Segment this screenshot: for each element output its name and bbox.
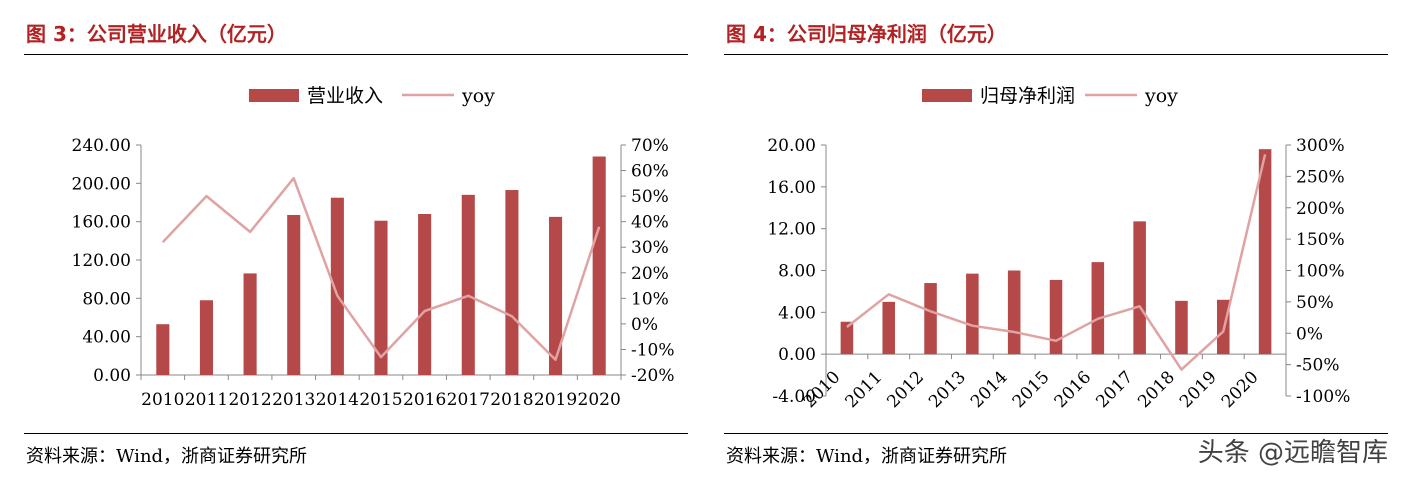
category-label: 2013 <box>925 367 970 412</box>
bar <box>1049 279 1063 355</box>
bar <box>505 190 519 375</box>
title-rule <box>24 54 688 55</box>
bar <box>592 156 606 375</box>
right-tick-label: 100% <box>1296 262 1345 282</box>
right-tick-label: 50% <box>631 187 669 207</box>
category-label: 2018 <box>1134 367 1179 412</box>
bar <box>1175 300 1188 355</box>
bar <box>156 324 170 375</box>
bar <box>966 273 979 355</box>
left-tick-label: 40.00 <box>82 328 131 348</box>
legend-line-label: yoy <box>1144 85 1178 107</box>
category-label: 2016 <box>1051 367 1096 412</box>
right-tick-label: -50% <box>1296 356 1340 376</box>
right-tick-label: 150% <box>1296 230 1345 250</box>
legend-line-label: yoy <box>461 85 495 107</box>
legend-bar-swatch <box>922 89 972 102</box>
bar <box>461 194 475 375</box>
category-label: 2020 <box>578 390 621 410</box>
left-tick-label: 120.00 <box>72 251 131 271</box>
bar <box>418 214 432 375</box>
left-tick-label: 4.00 <box>778 303 816 323</box>
bar <box>1133 221 1146 355</box>
right-tick-label: 0% <box>631 315 658 335</box>
left-tick-label: 20.00 <box>767 136 816 156</box>
right-tick-label: 0% <box>1296 324 1323 344</box>
category-label: 2012 <box>228 390 271 410</box>
category-label: 2018 <box>490 390 533 410</box>
right-tick-label: 20% <box>631 264 669 284</box>
category-label: 2016 <box>403 390 446 410</box>
category-label: 2014 <box>316 390 359 410</box>
right-tick-label: 30% <box>631 238 669 258</box>
right-tick-label: 250% <box>1296 167 1345 187</box>
bar <box>287 214 301 375</box>
bar <box>924 283 937 355</box>
category-label: 2010 <box>141 390 184 410</box>
category-label: 2015 <box>359 390 402 410</box>
left-tick-label: 12.00 <box>767 220 816 240</box>
category-label: 2011 <box>842 367 887 412</box>
source-rule <box>24 433 688 434</box>
bar <box>330 197 344 375</box>
left-tick-label: 160.00 <box>72 213 131 233</box>
bar <box>840 321 854 355</box>
right-tick-label: 60% <box>631 162 669 182</box>
category-label: 2020 <box>1218 367 1263 412</box>
left-tick-label: 0.00 <box>93 366 131 386</box>
source-note: 资料来源：Wind，浙商证券研究所 <box>26 446 308 467</box>
title-rule <box>724 54 1388 55</box>
left-tick-label: 240.00 <box>72 136 131 156</box>
left-tick-label: -4.00 <box>772 387 816 407</box>
category-label: 2012 <box>883 367 928 412</box>
right-tick-label: 10% <box>631 289 669 309</box>
bar <box>549 216 563 375</box>
net-profit-figure: 图 4：公司归母净利润（亿元） 归母净利润 yoy -4.00 0.00 4.00 8.0… <box>700 0 1402 483</box>
bar <box>882 301 895 355</box>
net-profit-figure-title: 图 4：公司归母净利润（亿元） <box>726 22 1007 46</box>
right-tick-label: 200% <box>1296 199 1345 219</box>
bar <box>199 300 213 375</box>
right-tick-label: -10% <box>631 340 675 360</box>
legend-bar-label: 营业收入 <box>307 85 383 107</box>
revenue-figure: 图 3：公司营业收入（亿元） 营业收入 yoy 0.00 40.00 80.00 120.… <box>0 0 700 483</box>
bar <box>1007 270 1021 355</box>
legend-bar-swatch <box>249 89 299 102</box>
category-label: 2017 <box>447 390 490 410</box>
category-label: 2011 <box>185 390 228 410</box>
category-label: 2014 <box>967 367 1012 412</box>
left-tick-label: 8.00 <box>778 262 816 282</box>
watermark: 头条 @远瞻智库 <box>1197 438 1388 468</box>
right-tick-label: 40% <box>631 213 669 233</box>
bar <box>1091 262 1105 355</box>
net-profit-chart: 归母净利润 yoy -4.00 0.00 4.00 8.00 12.00 16.00 20.00… <box>767 85 1350 412</box>
bar <box>1258 149 1272 355</box>
right-tick-label: 300% <box>1296 136 1345 156</box>
source-note: 资料来源：Wind，浙商证券研究所 <box>726 446 1008 467</box>
bar <box>374 220 388 375</box>
left-tick-label: 200.00 <box>72 174 131 194</box>
right-tick-label: 70% <box>631 136 669 156</box>
bar <box>243 273 257 375</box>
category-label: 2019 <box>1176 367 1221 412</box>
right-tick-label: -100% <box>1296 387 1350 407</box>
right-tick-label: 50% <box>1296 293 1334 313</box>
source-rule <box>724 433 1388 434</box>
category-label: 2015 <box>1009 367 1054 412</box>
revenue-chart: 营业收入 yoy 0.00 40.00 80.00 120.00 160.00 200.00 2… <box>72 85 675 410</box>
left-tick-label: 0.00 <box>778 345 816 365</box>
category-label: 2019 <box>534 390 577 410</box>
legend-bar-label: 归母净利润 <box>980 85 1075 107</box>
right-tick-label: -20% <box>631 366 675 386</box>
left-tick-label: 16.00 <box>767 178 816 198</box>
category-label: 2017 <box>1092 367 1137 412</box>
category-label: 2013 <box>272 390 315 410</box>
left-tick-label: 80.00 <box>82 289 131 309</box>
revenue-figure-title: 图 3：公司营业收入（亿元） <box>26 22 287 46</box>
